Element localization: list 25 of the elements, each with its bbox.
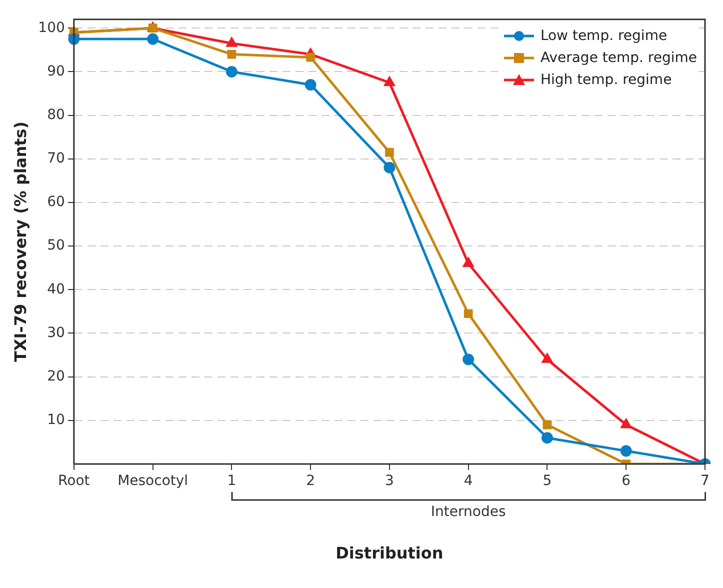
x-tick-label: 5 [542,473,552,490]
y-tick-label: 20 [47,368,65,384]
y-tick-label: 60 [47,194,65,210]
y-tick-label: 80 [47,106,65,123]
y-tick-label: 30 [47,324,65,341]
x-tick-label: 2 [306,473,316,490]
x-tick-label: Root [58,473,90,490]
y-axis-title: TXI-79 recovery (% plants) [10,121,30,362]
legend-label: Low temp. regime [540,27,668,46]
y-tick-label: 90 [47,63,65,80]
x-tick-label: 7 [700,473,710,490]
legend-label: High temp. regime [540,71,672,90]
y-tick-label: 10 [47,412,65,428]
y-tick-label: 50 [47,238,65,254]
y-tick-label: 40 [47,281,65,298]
x-tick-label: Mesocotyl [118,473,188,490]
x-tick-label: 3 [385,473,394,490]
x-tick-label: 4 [464,473,473,490]
legend-label: Average temp. regime [540,49,697,68]
y-tick-label: 100 [38,20,65,36]
x-tick-label: 6 [622,473,631,490]
y-tick-label: 70 [47,150,65,167]
x-tick-label: 1 [227,473,236,490]
x-axis-title: Distribution [336,544,444,563]
text: Internodes [430,504,506,520]
